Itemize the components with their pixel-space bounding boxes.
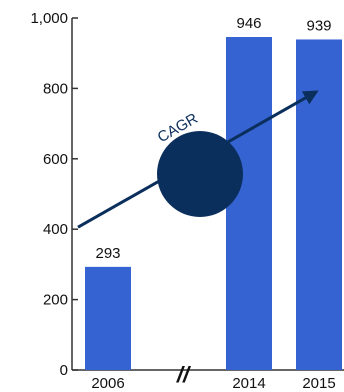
x-tick-label-2015: 2015 [302,375,335,392]
x-tick-label-2006: 2006 [91,375,124,392]
bar-2015 [296,39,342,371]
data-label-2015: 939 [306,17,331,34]
bar-2014 [226,37,272,371]
axis-break-symbol: // [176,362,192,387]
y-tick-label: 1,000 [30,10,68,27]
data-label-2014: 946 [236,15,261,32]
cagr-circle [157,131,243,217]
data-label-2006: 293 [95,245,120,262]
bar-2006 [85,266,131,370]
y-tick-label: 400 [43,221,68,238]
y-tick-label: 0 [60,362,68,379]
y-tick-label: 200 [43,292,68,309]
x-tick-label-2014: 2014 [232,375,265,392]
y-axis-ticks: 0 200 400 600 800 1,000 [30,10,78,379]
y-tick-label: 600 [43,151,68,168]
bars: 293 2006 946 2014 939 2015 [85,15,342,392]
y-tick-label: 800 [43,80,68,97]
